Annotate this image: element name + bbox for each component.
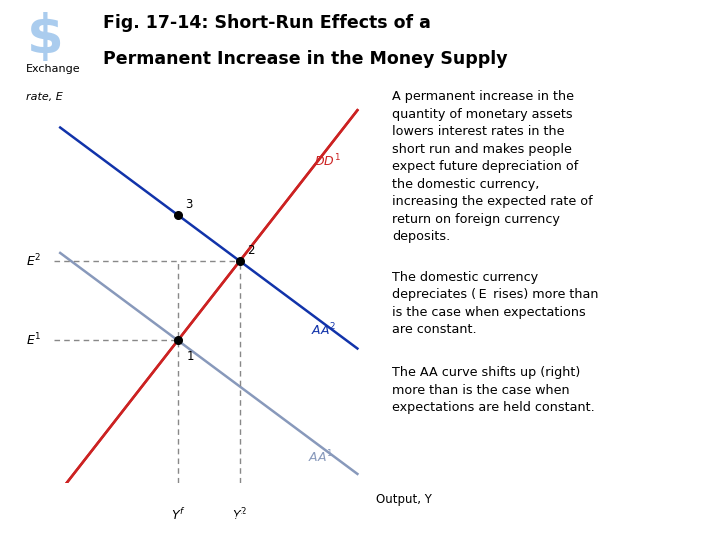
Text: The domestic currency
depreciates ( E  rises) more than
is the case when expecta: The domestic currency depreciates ( E ri… [392,271,598,336]
Text: 3: 3 [186,198,193,211]
Text: $DD^1$: $DD^1$ [314,153,341,170]
Text: 2: 2 [248,244,255,257]
Text: 1: 1 [187,350,194,363]
Text: Output, Y: Output, Y [376,492,432,505]
Text: $E^1$: $E^1$ [26,332,42,349]
Text: Copyright ©2015 Pearson Education, Inc. All rights reserved.: Copyright ©2015 Pearson Education, Inc. … [11,512,330,522]
Text: $AA^1$: $AA^1$ [308,449,333,465]
Text: $AA^2$: $AA^2$ [311,322,336,339]
Text: Permanent Increase in the Money Supply: Permanent Increase in the Money Supply [102,50,507,68]
Text: A permanent increase in the
quantity of monetary assets
lowers interest rates in: A permanent increase in the quantity of … [392,90,593,244]
Text: $E^2$: $E^2$ [26,253,42,269]
Text: $Y^2$: $Y^2$ [233,507,247,524]
Text: 17-35: 17-35 [679,512,709,522]
Text: rate, E: rate, E [26,92,63,102]
Text: Exchange: Exchange [26,64,81,75]
Text: $: $ [27,11,63,64]
Text: The AA curve shifts up (right)
more than is the case when
expectations are held : The AA curve shifts up (right) more than… [392,366,595,414]
Text: Fig. 17-14: Short-Run Effects of a: Fig. 17-14: Short-Run Effects of a [102,15,431,32]
Text: $Y^f$: $Y^f$ [171,507,185,523]
